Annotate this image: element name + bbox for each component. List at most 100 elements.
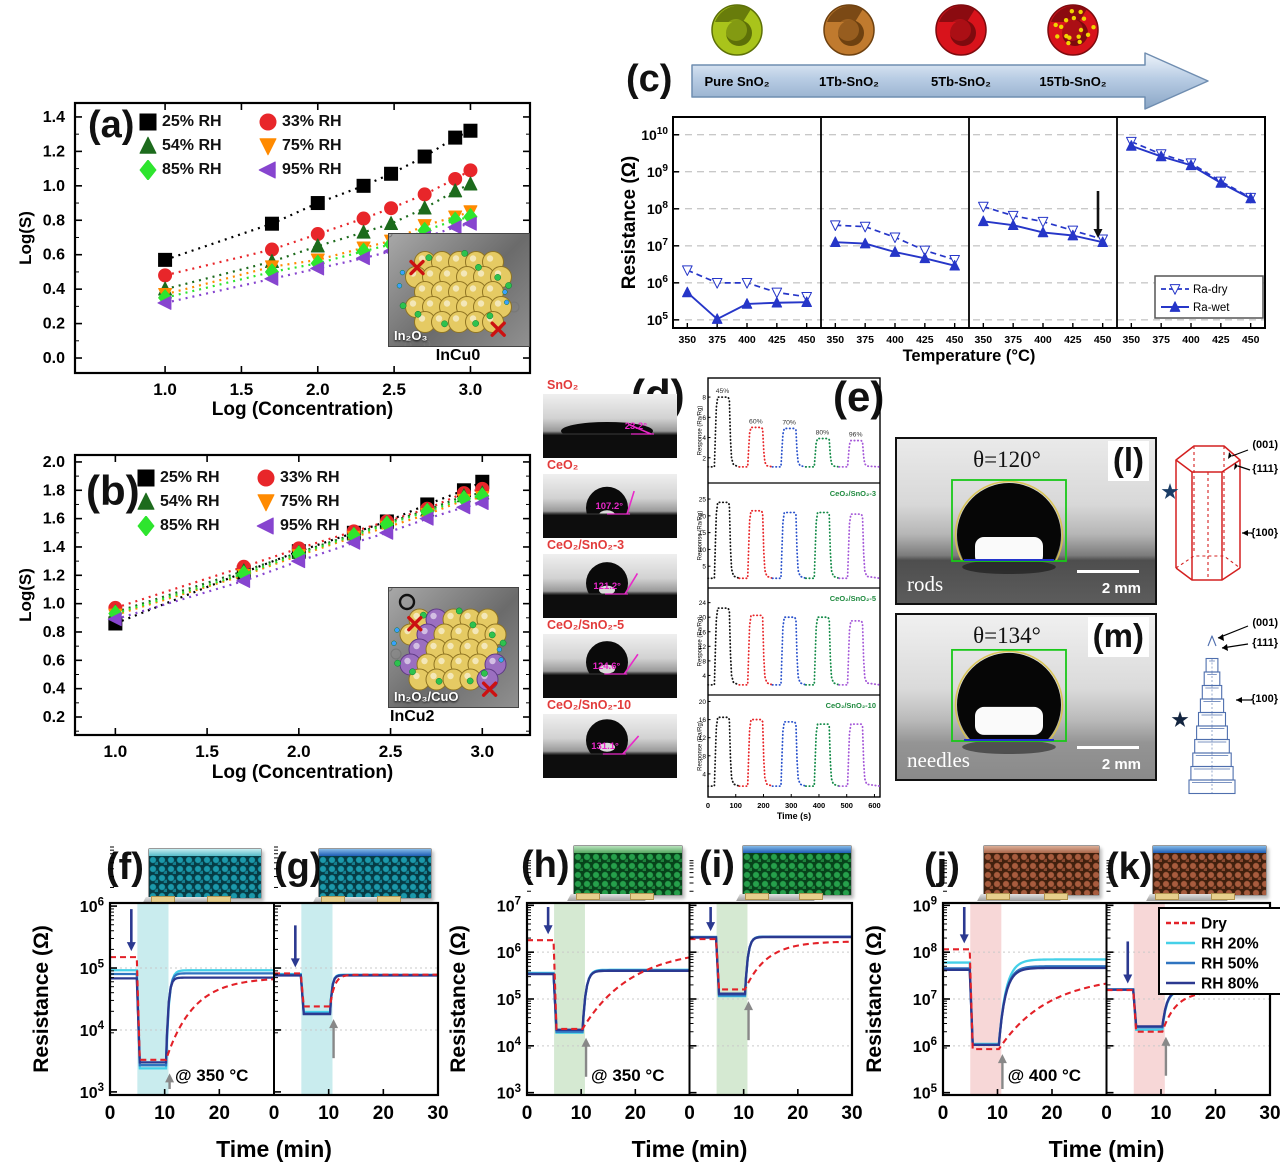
svg-text:450: 450 xyxy=(1094,334,1112,346)
svg-text:Time (min): Time (min) xyxy=(216,1136,332,1162)
svg-text:Log (Concentration): Log (Concentration) xyxy=(212,762,394,783)
svg-text:5: 5 xyxy=(702,564,706,571)
svg-text:400: 400 xyxy=(886,334,904,346)
droplet-photo: 124.6° xyxy=(543,634,677,698)
svg-text:24: 24 xyxy=(699,600,707,607)
svg-text:Response (Ra/Rg): Response (Ra/Rg) xyxy=(698,406,704,456)
svg-text:{100}: {100} xyxy=(1251,527,1279,539)
svg-text:@ 400 °C: @ 400 °C xyxy=(1008,1066,1081,1085)
svg-text:450: 450 xyxy=(1242,334,1260,346)
panel-i-label: (i) xyxy=(699,844,735,886)
nanosphere-cluster-graphic xyxy=(385,584,507,703)
svg-text:RH 50%: RH 50% xyxy=(1201,956,1259,973)
svg-text:3.0: 3.0 xyxy=(470,742,494,761)
svg-text:{111}: {111} xyxy=(1252,637,1278,649)
contact-angle-photo-rods: θ=120° (l) rods 2 mm xyxy=(895,437,1157,605)
svg-text:1.8: 1.8 xyxy=(43,482,65,499)
curves-i xyxy=(689,935,853,998)
svg-text:2.5: 2.5 xyxy=(382,380,406,399)
curves-j xyxy=(943,948,1107,1051)
inset-material-label: In₂O₃/CuO xyxy=(394,689,459,704)
contact-angle-thumbnails: SnO₂ 23.2° CeO₂ 107.2° CeO₂/SnO₂-3 121.2° CeO₂… xyxy=(543,378,677,778)
legend-marker-54RH xyxy=(136,492,156,512)
chart-log-sensitivity-incu2: 1.0 1.5 2.0 2.5 3.0 0.2 0.4 0.6 0.8 1.0 1.2 1.4 1.6 1… xyxy=(16,453,532,783)
series-f-RH50 xyxy=(110,972,274,1067)
svg-text:4: 4 xyxy=(702,435,706,442)
svg-text:0.2: 0.2 xyxy=(43,709,65,726)
svg-text:375: 375 xyxy=(708,334,726,346)
series-f-RH80 xyxy=(110,976,274,1064)
legend-label: 25% RH xyxy=(160,469,220,486)
series-g-Dry xyxy=(274,972,438,1008)
svg-text:@ 350 °C: @ 350 °C xyxy=(591,1066,664,1085)
svg-text:Log(S): Log(S) xyxy=(16,211,35,265)
sample-sphere-2 xyxy=(935,4,987,56)
svg-text:12: 12 xyxy=(699,735,707,742)
svg-text:2: 2 xyxy=(702,455,706,462)
sensor-schematic-g xyxy=(312,848,432,904)
svg-text:350: 350 xyxy=(975,334,993,346)
svg-text:0: 0 xyxy=(938,1103,949,1124)
droplet-photo: 107.2° xyxy=(543,474,677,538)
material-label: CeO₂ xyxy=(547,458,579,472)
chart-resistance-time-jk: 0 10 20 @ 400 °C 0 10 20 30 105 106 107 108 109 Time … xyxy=(863,860,1280,1162)
svg-text:0: 0 xyxy=(522,1103,533,1124)
svg-text:1.0: 1.0 xyxy=(43,596,65,613)
svg-text:1.4: 1.4 xyxy=(43,109,65,126)
svg-text:0: 0 xyxy=(269,1103,280,1124)
svg-text:106: 106 xyxy=(80,896,104,916)
svg-text:400: 400 xyxy=(1034,334,1052,346)
series-j-RH50 xyxy=(943,965,1107,1046)
morphology-name: rods xyxy=(907,572,944,596)
panel-f-label: (f) xyxy=(106,846,144,888)
svg-text:Time (s): Time (s) xyxy=(777,811,811,821)
scale-bar-label: 2 mm xyxy=(1101,580,1141,597)
svg-text:4: 4 xyxy=(702,771,706,778)
svg-text:25: 25 xyxy=(699,497,707,504)
svg-text:104: 104 xyxy=(80,1020,105,1040)
svg-text:106: 106 xyxy=(647,274,669,291)
svg-text:0.4: 0.4 xyxy=(43,281,65,298)
svg-text:RH 80%: RH 80% xyxy=(1201,976,1259,993)
series-k-RH20 xyxy=(1106,988,1270,1031)
svg-text:Response (Ra/Rg): Response (Ra/Rg) xyxy=(698,617,704,667)
svg-text:0: 0 xyxy=(105,1103,116,1124)
droplet-photo: 131.1° xyxy=(543,714,677,778)
curves-h xyxy=(527,939,690,1034)
svg-text:30: 30 xyxy=(427,1103,448,1124)
legend-label: 85% RH xyxy=(162,161,222,178)
legend-label: 95% RH xyxy=(282,161,342,178)
svg-text:105: 105 xyxy=(647,311,669,328)
svg-text:Ra-wet: Ra-wet xyxy=(1193,302,1230,314)
legend-marker-54RH xyxy=(138,136,158,156)
svg-text:Log (Concentration): Log (Concentration) xyxy=(212,399,394,420)
svg-text:350: 350 xyxy=(827,334,845,346)
svg-text:2.5: 2.5 xyxy=(379,742,403,761)
legend-marker-95RH xyxy=(258,160,278,180)
legend-label: 95% RH xyxy=(280,517,340,534)
series-j-RH80 xyxy=(943,966,1107,1046)
svg-text:0.4: 0.4 xyxy=(43,681,65,698)
legend-label: 25% RH xyxy=(162,113,222,130)
svg-text:12: 12 xyxy=(699,644,707,651)
svg-text:450: 450 xyxy=(798,334,816,346)
panel-g-label: (g) xyxy=(274,846,323,888)
legend-marker-25RH xyxy=(136,468,156,488)
svg-text:1.0: 1.0 xyxy=(104,742,128,761)
svg-text:200: 200 xyxy=(757,801,770,810)
panel-k-label: (k) xyxy=(1106,846,1153,888)
svg-text:0: 0 xyxy=(684,1103,695,1124)
legend-label: 75% RH xyxy=(282,137,342,154)
chart-resistance-vs-temperature: 105 106 107 108 109 1010 350 375 400 425 450 350 375… xyxy=(619,116,1266,365)
contact-angle-item: CeO₂/SnO₂-10 131.1° xyxy=(543,698,677,778)
svg-text:106: 106 xyxy=(913,1036,937,1056)
svg-text:107: 107 xyxy=(497,896,521,916)
chart-resistance-time-fg: 0 10 20 @ 350 °C 0 10 20 30 103 104 105 106 Time (mi… xyxy=(30,846,449,1162)
material-label: CeO₂/SnO₂-3 xyxy=(547,538,625,552)
panel-e-label: (e) xyxy=(833,373,885,420)
svg-text:350: 350 xyxy=(679,334,697,346)
rod-crystal-sketch: ★ (001) {111} {100} xyxy=(1161,439,1279,581)
svg-text:425: 425 xyxy=(1212,334,1230,346)
svg-text:1.5: 1.5 xyxy=(230,380,254,399)
